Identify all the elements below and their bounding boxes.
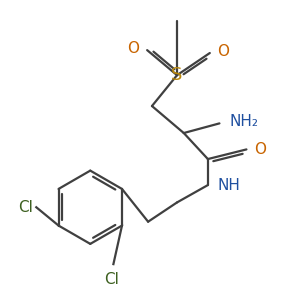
Text: Cl: Cl (18, 200, 34, 215)
Text: O: O (127, 41, 140, 56)
Text: O: O (217, 43, 230, 58)
Text: NH₂: NH₂ (229, 114, 258, 129)
Text: S: S (171, 66, 183, 84)
Text: O: O (254, 142, 266, 157)
Text: Cl: Cl (104, 272, 119, 287)
Text: NH: NH (217, 178, 240, 193)
